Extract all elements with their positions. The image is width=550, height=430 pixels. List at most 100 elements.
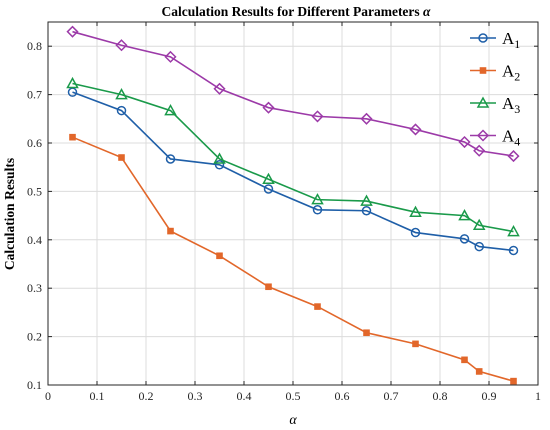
square-marker (69, 133, 76, 141)
triangle-marker (476, 96, 490, 108)
data-point (311, 193, 324, 205)
x-tick-label: 0.5 (286, 389, 301, 403)
data-point (409, 205, 422, 217)
data-point (213, 152, 226, 164)
triangle-marker (311, 193, 324, 205)
legend-label: A4 (502, 127, 520, 149)
data-point (262, 172, 275, 185)
circle-marker (459, 234, 470, 244)
diamond-marker (360, 112, 373, 125)
data-point (409, 123, 422, 136)
square-marker (363, 329, 370, 337)
series-2 (69, 133, 517, 385)
data-point (508, 245, 519, 256)
square-marker (216, 252, 223, 260)
x-tick-label: 0.3 (188, 389, 203, 403)
triangle-marker (507, 225, 520, 237)
data-point (510, 377, 517, 385)
legend-label: A1 (502, 29, 520, 51)
data-point (312, 205, 323, 215)
data-point (507, 225, 520, 237)
data-point (458, 135, 471, 149)
diamond-marker (115, 39, 128, 52)
y-axis-label: Calculation Results (2, 158, 17, 270)
diamond-marker (66, 25, 79, 38)
circle-marker (263, 184, 274, 194)
y-tick-label: 0.5 (27, 184, 42, 198)
square-marker (314, 303, 321, 310)
data-point (360, 112, 373, 125)
triangle-marker (115, 88, 128, 100)
data-point (115, 39, 128, 52)
circle-marker (312, 205, 323, 215)
data-point (361, 206, 372, 216)
circle-marker (116, 105, 127, 116)
data-point (213, 82, 226, 95)
legend-item-3: A3 (470, 94, 520, 116)
x-tick-label: 0.2 (139, 389, 154, 403)
data-point (167, 227, 174, 235)
series-line (72, 30, 514, 157)
diamond-marker (262, 101, 275, 114)
data-point (118, 154, 125, 161)
data-point (164, 50, 177, 63)
chart-title-symbol: α (423, 4, 431, 19)
data-point (475, 368, 483, 375)
square-marker (265, 283, 272, 291)
series-1 (67, 87, 519, 256)
circle-marker (474, 241, 484, 252)
y-tick-label: 0.4 (27, 233, 42, 247)
data-point (164, 104, 177, 116)
data-point (115, 88, 128, 100)
x-tick-label: 0.9 (482, 389, 497, 403)
square-marker (461, 356, 468, 364)
chart-title: Calculation Results for Different Parame… (161, 4, 431, 19)
legend-label: A2 (502, 62, 520, 84)
x-tick-label: 0.6 (335, 389, 350, 403)
triangle-marker (262, 172, 275, 185)
data-point (412, 340, 419, 348)
square-marker (412, 340, 419, 348)
diamond-marker (311, 110, 324, 123)
data-point (262, 101, 275, 114)
data-point (314, 303, 321, 310)
diamond-marker (164, 50, 177, 63)
series-4 (66, 25, 520, 163)
triangle-marker (213, 152, 226, 164)
legend-item-2: A2 (470, 62, 520, 84)
legend-label: A3 (502, 94, 520, 116)
y-tick-label: 0.1 (27, 378, 42, 392)
circle-marker (410, 227, 421, 238)
y-tick-label: 0.3 (27, 281, 42, 295)
grid-lines (48, 22, 538, 386)
y-tick-label: 0.7 (27, 88, 42, 102)
y-tick-label: 0.8 (27, 39, 42, 53)
data-point (363, 329, 370, 337)
square-marker (118, 154, 125, 161)
diamond-marker (507, 150, 520, 163)
data-point (116, 105, 127, 116)
data-point (69, 133, 76, 141)
triangle-marker (472, 218, 486, 231)
triangle-marker (360, 194, 373, 206)
x-tick-label: 0 (45, 389, 51, 403)
y-tick-label: 0.2 (27, 330, 42, 344)
data-point (507, 150, 520, 163)
x-tick-label: 1 (535, 389, 541, 403)
square-marker (167, 227, 174, 235)
data-point (66, 25, 79, 38)
data-point (265, 283, 272, 291)
diamond-marker (409, 123, 422, 136)
x-tick-label: 0.1 (90, 389, 105, 403)
data-point (461, 356, 468, 364)
triangle-marker (409, 205, 422, 217)
data-point (214, 160, 225, 170)
data-point (360, 194, 373, 206)
circle-marker (508, 245, 519, 256)
data-point (216, 252, 223, 260)
data-point (474, 241, 484, 252)
series-line (72, 91, 514, 252)
y-tick-label: 0.6 (27, 136, 42, 150)
data-point (410, 227, 421, 238)
